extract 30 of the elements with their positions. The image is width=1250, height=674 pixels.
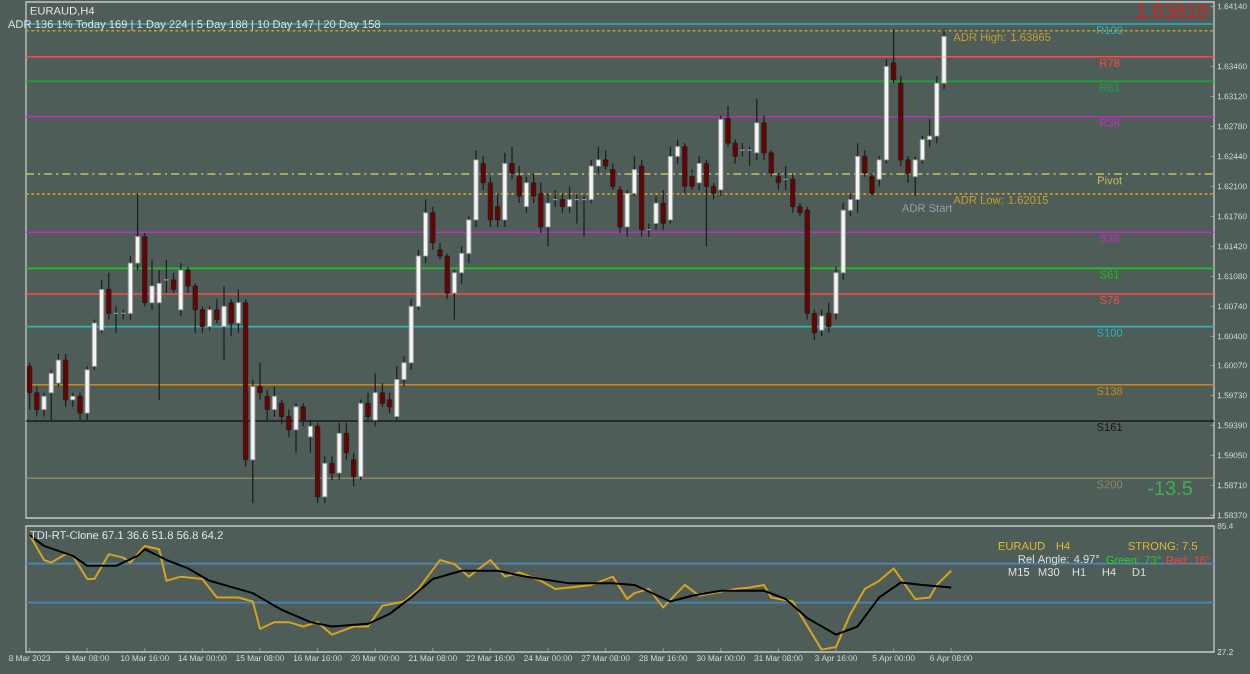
candlestick (754, 98, 760, 161)
candlestick (660, 189, 666, 231)
candlestick (567, 185, 573, 214)
candlestick (855, 142, 861, 214)
candlestick (27, 362, 33, 411)
candlestick (163, 258, 169, 294)
candlestick (379, 382, 385, 408)
annotation: -13.5 (1148, 480, 1192, 496)
candlestick (653, 195, 659, 231)
candlestick (351, 452, 357, 487)
candlestick (214, 298, 220, 324)
candlestick (221, 285, 227, 361)
candlestick (430, 206, 436, 251)
candlestick (178, 262, 184, 317)
candlestick (387, 392, 393, 414)
annotation: 1.63818 (1137, 3, 1208, 19)
candlestick (682, 142, 688, 195)
candlestick (891, 28, 897, 84)
candlestick (603, 149, 609, 171)
candlestick (703, 159, 709, 247)
candlestick (63, 353, 69, 408)
candlestick (523, 176, 529, 214)
candlestick (329, 455, 335, 481)
candlestick (559, 192, 565, 214)
candlestick (790, 172, 796, 214)
candlestick (545, 192, 551, 247)
candlestick (696, 155, 702, 191)
candlestick (819, 309, 825, 337)
candlestick (207, 305, 213, 331)
candlestick (171, 272, 177, 294)
